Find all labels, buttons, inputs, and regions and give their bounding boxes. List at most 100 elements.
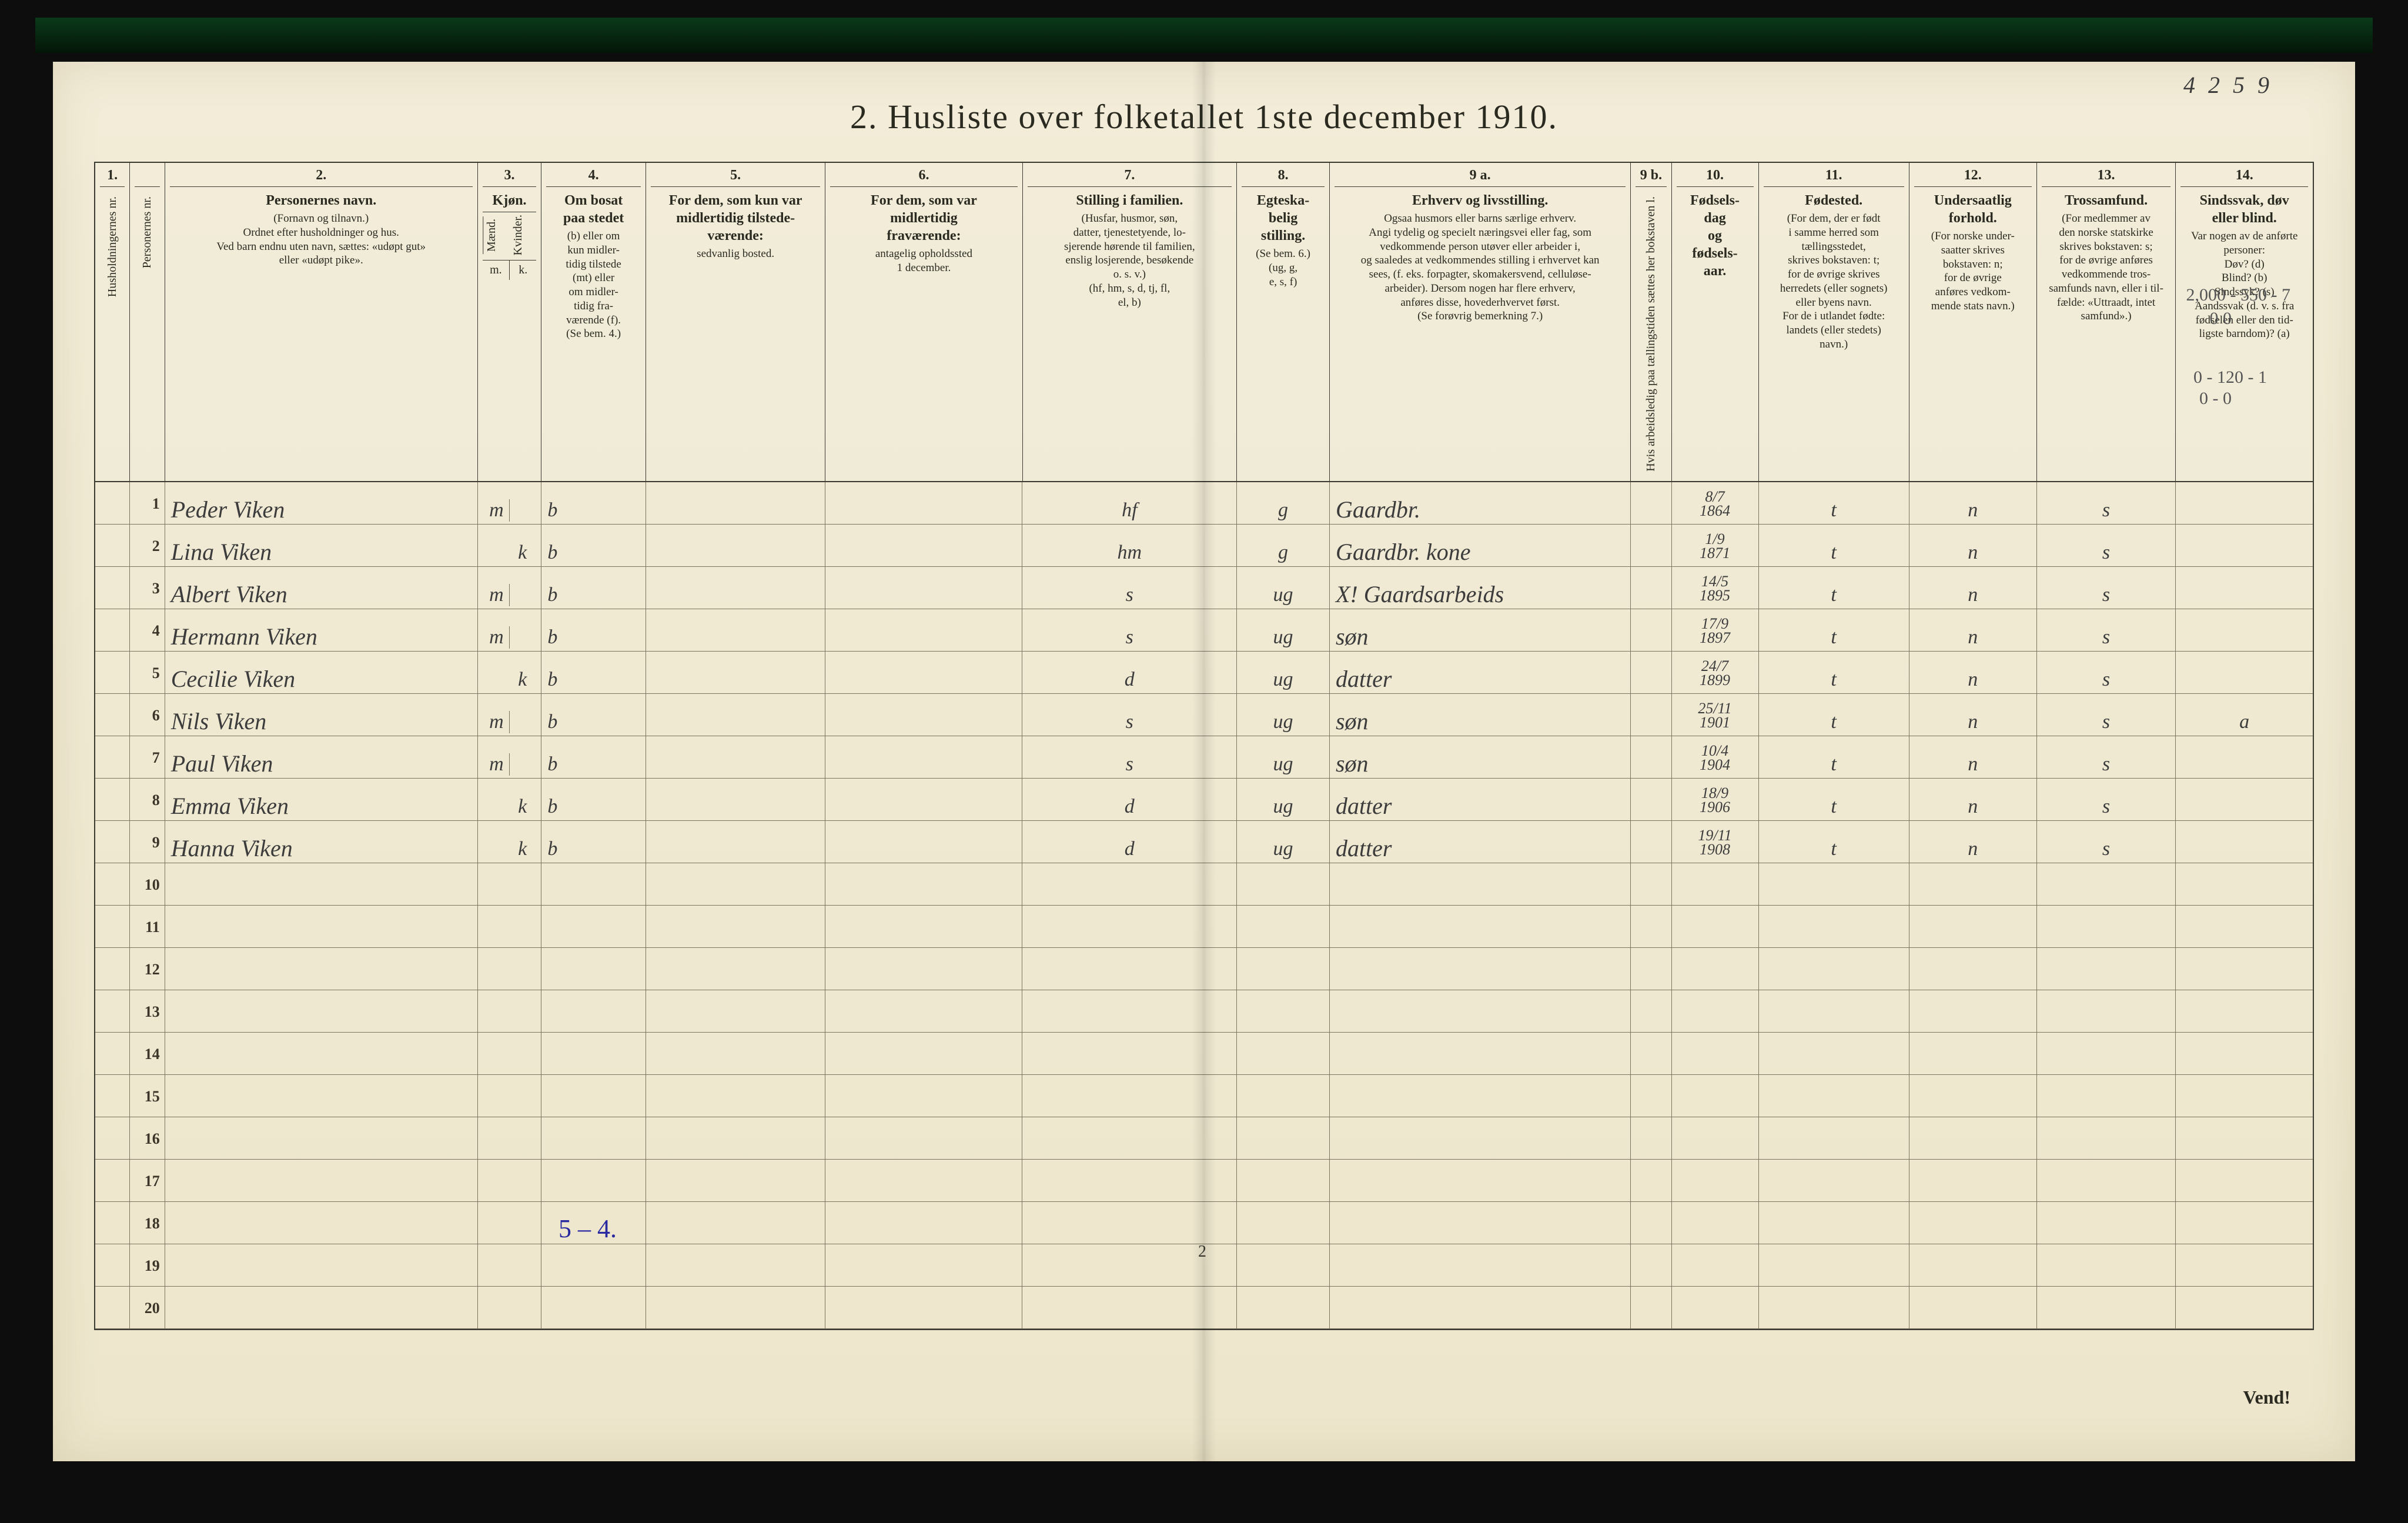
cell-c1 [95,1244,130,1286]
cell-c12 [1909,863,2037,905]
cell-c9a [1330,1075,1631,1117]
col-header-text: Sindssvak, døveller blind. [2180,192,2308,227]
col-number: 2. [170,166,473,187]
cell-c11: t [1759,736,1909,778]
cell-c9b [1631,609,1671,651]
cell-c9a: søn [1330,694,1631,736]
cell-c11 [1759,1033,1909,1074]
cell-c10: 1/91871 [1672,525,1759,566]
col-header-text: Trossamfund. [2042,192,2171,209]
cell-c6 [825,1117,1022,1159]
cell-c5 [646,821,826,863]
cell-c1b: 9 [130,821,165,863]
cell-c8: ug [1237,609,1330,651]
table-row-blank: 11 [95,906,2313,948]
cell-c9a [1330,1033,1631,1074]
cell-c8 [1237,1244,1330,1286]
cell-c13 [2037,1202,2176,1244]
cell-c7 [1022,1202,1237,1244]
col-header-c9b: 9 b.Hvis arbeidsledig paa tællingstiden … [1631,163,1671,481]
cell-c14 [2176,1287,2313,1328]
cell-sex-m: m [484,626,510,649]
col-number: 8. [1242,166,1325,187]
cell-c6 [825,1202,1022,1244]
cell-c7: s [1022,694,1237,736]
cell-c1b: 10 [130,863,165,905]
cell-c14 [2176,1117,2313,1159]
cell-born-stack: 19/111908 [1698,829,1731,857]
cell-c9a: søn [1330,736,1631,778]
cell-c6 [825,694,1022,736]
cell-c1b: 4 [130,609,165,651]
cell-c1b: 5 [130,652,165,693]
col-number: 1. [100,166,125,187]
cell-c2: Peder Viken [165,482,478,524]
col-header-c14: 14.Sindssvak, døveller blind.Var nogen a… [2176,163,2313,481]
cell-c14 [2176,948,2313,990]
cell-c10 [1672,1033,1759,1074]
col-header-text: Personernes navn. [170,192,473,209]
col-header-text: Erhverv og livsstilling. [1335,192,1626,209]
cell-c14 [2176,482,2313,524]
cell-c10 [1672,906,1759,947]
cell-c1 [95,779,130,820]
cell-c3 [478,863,542,905]
cell-c3: k [478,821,542,863]
cell-c7: s [1022,567,1237,609]
cell-c3: m [478,482,542,524]
cell-c2 [165,1287,478,1328]
cell-c7 [1022,1160,1237,1201]
cell-c1 [95,525,130,566]
cell-c1b: 17 [130,1160,165,1201]
cell-c6 [825,652,1022,693]
cell-c1 [95,1287,130,1328]
cell-c7: hm [1022,525,1237,566]
cell-c5 [646,694,826,736]
cell-sex-m: m [484,753,510,776]
table-row: 9Hanna Vikenkbdugdatter19/111908tns [95,821,2313,863]
cell-c9a [1330,948,1631,990]
cell-c8: ug [1237,736,1330,778]
col-header-c2: 2.Personernes navn.(Fornavn og tilnavn.)… [165,163,478,481]
cell-c8 [1237,906,1330,947]
col-vertical-label: Husholdningernes nr. [105,192,120,302]
table-header: 1.Husholdningernes nr. Personernes nr.2.… [95,163,2313,482]
table-row: 2Lina VikenkbhmgGaardbr. kone1/91871tns [95,525,2313,567]
margin-annotation: 2,000 - 550 - 7 [2186,285,2290,305]
cell-c2 [165,1075,478,1117]
col-subtext: (Husfar, husmor, søn,datter, tjenestetye… [1028,212,1232,309]
col-number [135,166,159,187]
col-vertical-label: Hvis arbeidsledig paa tællingstiden sætt… [1644,192,1658,476]
cell-c3: m [478,736,542,778]
cell-c4: b [541,652,646,693]
cell-c12: n [1909,567,2037,609]
cell-c1b: 11 [130,906,165,947]
cell-c9a [1330,990,1631,1032]
cell-c14 [2176,1244,2313,1286]
cell-c11 [1759,990,1909,1032]
cell-c9a [1330,1202,1631,1244]
cell-c8 [1237,1033,1330,1074]
cell-c1b: 20 [130,1287,165,1328]
col-number: 7. [1028,166,1232,187]
col-header-text: Om bosatpaa stedet [546,192,641,227]
table-row-blank: 18 [95,1202,2313,1244]
col-subtext: (For dem, der er fødti samme herred somt… [1764,212,1904,352]
table-body: 1Peder VikenmbhfgGaardbr.8/71864tns2Lina… [95,482,2313,1329]
cell-sex-k: k [510,838,535,860]
cell-c4: b [541,779,646,820]
cell-c4 [541,1033,646,1074]
cell-c5 [646,525,826,566]
cell-c9b [1631,694,1671,736]
cell-c5 [646,1160,826,1201]
cell-c7: hf [1022,482,1237,524]
col-header-c4: 4.Om bosatpaa stedet(b) eller omkun midl… [541,163,646,481]
cell-c5 [646,1202,826,1244]
col-header-text: For dem, som varmidlertidigfraværende: [830,192,1017,245]
cell-c6 [825,948,1022,990]
cell-c1 [95,1160,130,1201]
cell-c6 [825,1160,1022,1201]
cell-c6 [825,736,1022,778]
cell-c13: s [2037,736,2176,778]
cell-c12 [1909,1033,2037,1074]
